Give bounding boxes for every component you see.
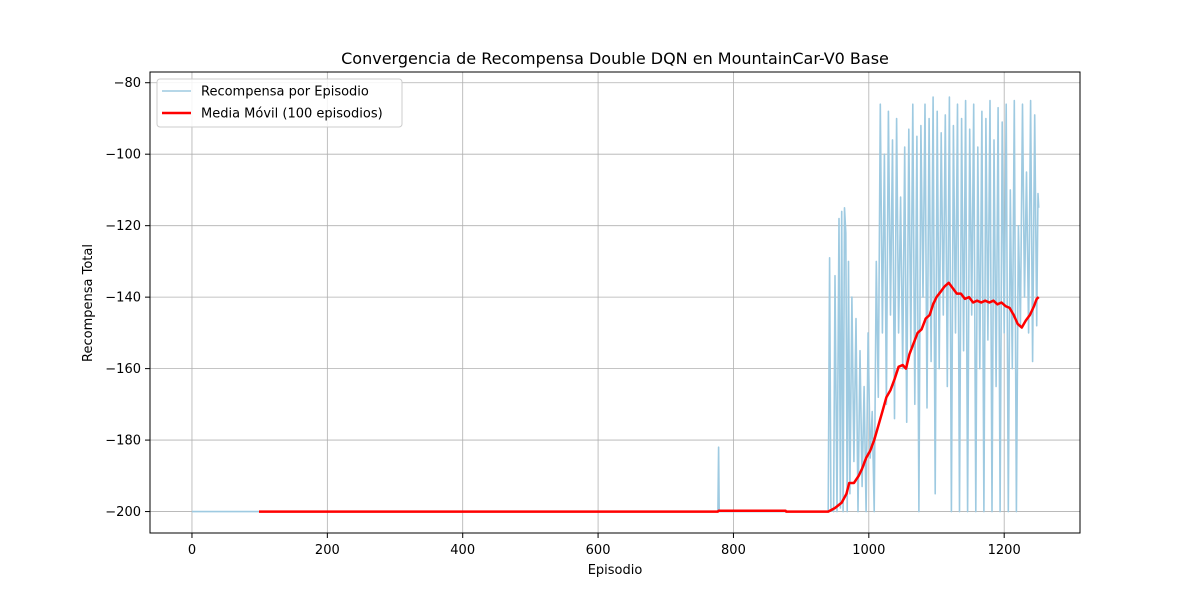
x-tick-label: 1200 bbox=[988, 543, 1021, 558]
x-tick-label: 200 bbox=[315, 543, 340, 558]
y-tick-label: −120 bbox=[105, 219, 141, 234]
legend-label-raw: Recompensa por Episodio bbox=[201, 85, 369, 100]
chart-title: Convergencia de Recompensa Double DQN en… bbox=[341, 49, 889, 68]
series-line-moving-average bbox=[259, 281, 1040, 513]
x-tick-label: 800 bbox=[721, 543, 746, 558]
x-tick-label: 600 bbox=[586, 543, 611, 558]
y-tick-label: −160 bbox=[105, 362, 141, 377]
x-tick-label: 400 bbox=[450, 543, 475, 558]
x-tick-label: 0 bbox=[188, 543, 196, 558]
y-axis-label: Recompensa Total bbox=[81, 244, 96, 362]
y-tick-label: −180 bbox=[105, 434, 141, 449]
series-line-reward-per-episode bbox=[192, 96, 1040, 513]
x-axis-label: Episodio bbox=[588, 563, 643, 578]
legend-box bbox=[156, 78, 403, 128]
y-tick-label: −80 bbox=[114, 76, 141, 91]
x-tick-label: 1000 bbox=[852, 543, 885, 558]
plot-frame bbox=[149, 71, 1081, 534]
legend-label-moving-average: Media Móvil (100 episodios) bbox=[201, 107, 383, 122]
x-axis: 0 200 400 600 800 1000 1200 bbox=[188, 533, 1021, 558]
y-tick-label: −100 bbox=[105, 148, 141, 163]
legend: Recompensa por Episodio Media Móvil (100… bbox=[156, 78, 403, 128]
y-tick-label: −200 bbox=[105, 505, 141, 520]
series-layer bbox=[192, 96, 1040, 513]
y-axis: −80 −100 −120 −140 −160 −180 −200 bbox=[105, 76, 150, 520]
y-tick-label: −140 bbox=[105, 291, 141, 306]
